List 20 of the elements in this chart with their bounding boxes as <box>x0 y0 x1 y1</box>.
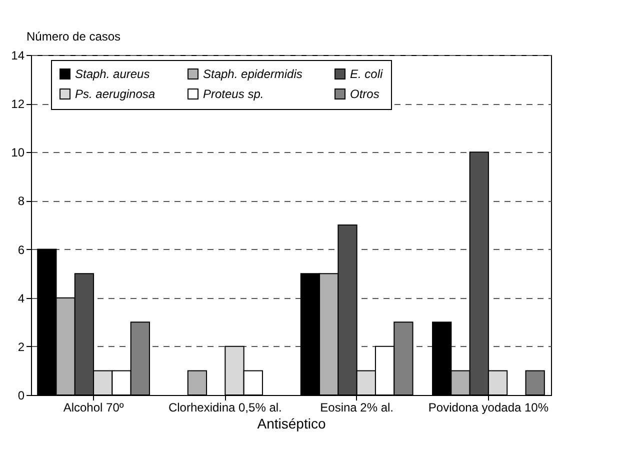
legend-label: Staph. aureus <box>75 67 150 81</box>
y-tick-label: 14 <box>11 48 25 62</box>
y-tick-label: 4 <box>18 291 25 306</box>
legend-label: Proteus sp. <box>203 87 264 101</box>
legend-label: Staph. epidermidis <box>203 67 302 81</box>
y-tick-label: 12 <box>11 97 25 112</box>
x-axis-title: Antiséptico <box>257 416 326 432</box>
y-tick-label: 6 <box>18 242 25 257</box>
y-tick-label: 10 <box>11 146 25 160</box>
y-tick-label: 0 <box>18 388 25 402</box>
y-tick-label: 2 <box>18 340 25 354</box>
legend-label: E. coli <box>350 67 384 81</box>
legend-label: Ps. aeruginosa <box>75 87 156 101</box>
x-tick-label: Povidona yodada 10% <box>428 400 549 414</box>
y-axis-title: Número de casos <box>26 30 121 44</box>
x-tick-label: Eosina 2% al. <box>320 400 394 414</box>
x-tick-label: Alcohol 70º <box>63 400 124 414</box>
y-tick-label: 8 <box>18 194 25 208</box>
x-tick-label: Clorhexidina 0,5% al. <box>168 400 282 414</box>
legend-label: Otros <box>350 87 380 101</box>
